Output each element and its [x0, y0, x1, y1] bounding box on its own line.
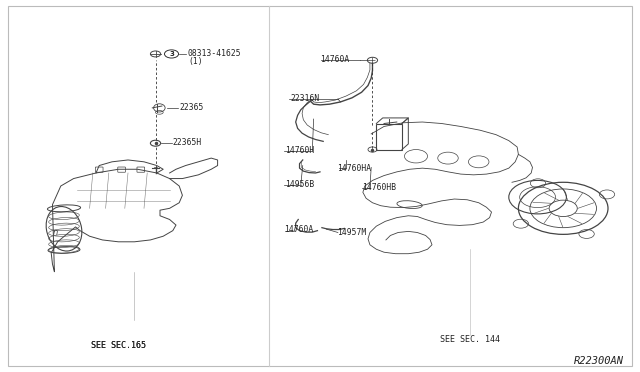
Text: SEE SEC. 144: SEE SEC. 144 — [440, 335, 500, 344]
Text: 14760HB: 14760HB — [362, 183, 396, 192]
Text: 14957M: 14957M — [337, 228, 367, 237]
Text: 22365: 22365 — [179, 103, 204, 112]
Text: SEE SEC.165: SEE SEC.165 — [91, 341, 146, 350]
Text: 14760A: 14760A — [284, 225, 314, 234]
Text: R22300AN: R22300AN — [574, 356, 624, 366]
Bar — [376, 124, 402, 150]
Text: 22316N: 22316N — [291, 94, 320, 103]
Text: 3: 3 — [169, 51, 174, 57]
Text: 08313-41625: 08313-41625 — [188, 49, 241, 58]
Text: 14760HA: 14760HA — [337, 164, 371, 173]
Text: 22365H: 22365H — [173, 138, 202, 147]
Text: 14956B: 14956B — [285, 180, 315, 189]
Text: (1): (1) — [189, 57, 204, 65]
Text: n: n — [53, 228, 58, 237]
Text: 14760H: 14760H — [285, 146, 315, 155]
Text: 14760A: 14760A — [320, 55, 349, 64]
Text: SEE SEC.165: SEE SEC.165 — [91, 341, 146, 350]
